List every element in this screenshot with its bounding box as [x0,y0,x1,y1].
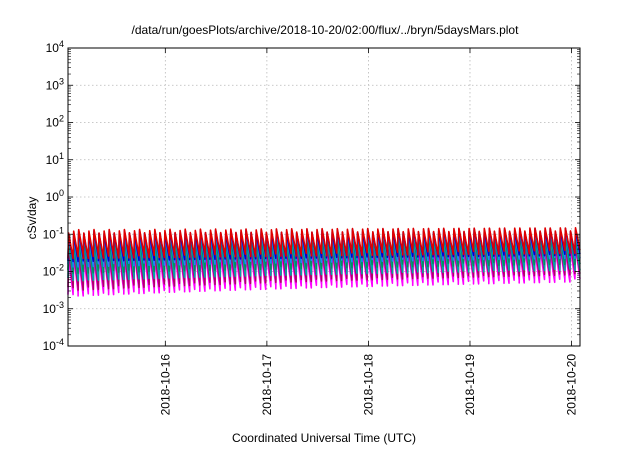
y-axis-label: cSv/day [25,197,39,240]
y-tick-label: 10-3 [43,300,64,316]
grid [68,48,580,346]
x-axis-label: Coordinated Universal Time (UTC) [232,431,416,445]
y-tick-label: 104 [46,39,64,55]
y-tick-label: 100 [46,188,64,204]
x-tick-label: 2018-10-19 [463,354,477,416]
axes: 10-4 10-3 10-2 10-1 100 101 102 103 104 2018-10-1… [43,39,581,416]
chart-title: /data/run/goesPlots/archive/2018-10-20/0… [132,23,520,37]
y-tick-label: 10-1 [43,225,64,241]
y-tick-label: 102 [46,114,64,130]
plot-frame [67,47,581,347]
x-tick-label: 2018-10-17 [260,354,274,416]
x-tick-label: 2018-10-16 [158,354,172,416]
y-tick-label: 10-2 [43,263,64,279]
y-tick-label: 101 [46,151,64,167]
series-group [67,227,581,297]
x-tick-label: 2018-10-18 [361,354,375,416]
y-tick-label: 10-4 [43,337,64,353]
series-line-7 [67,227,581,260]
x-tick-label: 2018-10-20 [565,354,579,416]
y-tick-label: 103 [46,76,64,92]
